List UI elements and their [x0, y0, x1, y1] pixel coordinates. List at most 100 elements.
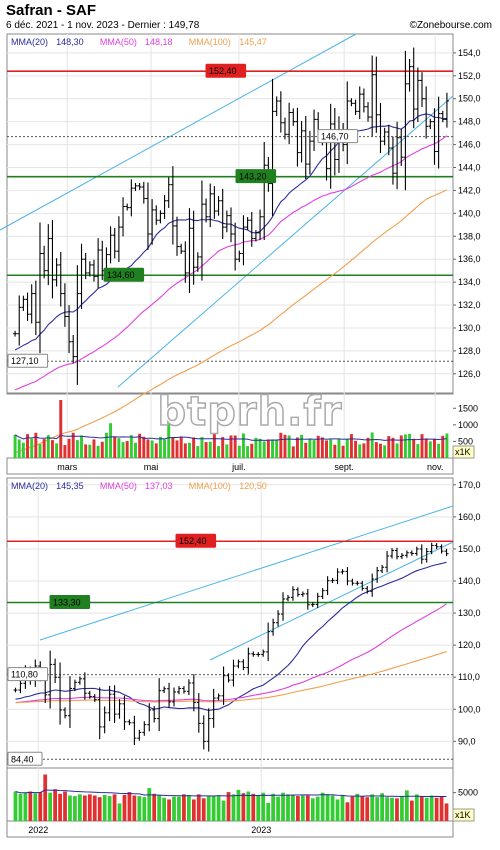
volume-bar — [261, 792, 266, 821]
volume-bar — [30, 438, 34, 458]
x-axis-band — [6, 820, 454, 838]
volume-bar — [355, 793, 360, 821]
level-label-support: 133,30 — [53, 597, 81, 607]
volume-bar — [92, 795, 97, 821]
volume-bar — [196, 446, 200, 458]
volume-bar — [405, 790, 409, 821]
level-label-box — [49, 594, 91, 609]
volume-bar — [75, 440, 79, 458]
volume-bar — [349, 434, 353, 458]
x-tick-label: sept. — [334, 462, 354, 472]
volume-bar — [246, 446, 250, 458]
volume-bar — [241, 433, 245, 458]
volume-bar — [316, 435, 320, 458]
level-label-resistance: 152,40 — [209, 66, 237, 76]
volume-bar — [354, 440, 358, 458]
plot-frame — [6, 33, 454, 395]
volume-unit-box — [452, 445, 475, 459]
volume-bar — [46, 435, 50, 458]
volume-bar — [132, 795, 137, 821]
volume-bar — [183, 443, 187, 458]
volume-bar — [88, 444, 92, 458]
level-label-box — [7, 667, 49, 682]
mma-line-20 — [15, 561, 447, 711]
volume-bar — [379, 443, 382, 458]
volume-bar — [395, 443, 399, 458]
volume-bar — [187, 794, 191, 821]
volume-bar — [325, 794, 330, 821]
legend-value-2: 148,18 — [145, 37, 173, 47]
volume-bar — [117, 803, 122, 821]
legend-label-2: MMA(50) — [100, 37, 137, 47]
volume-bar — [385, 797, 389, 821]
volume-bar — [73, 796, 77, 821]
volume-bar — [154, 443, 158, 458]
volume-bar — [18, 793, 23, 821]
volume-bar — [34, 432, 38, 458]
y-tick-label: 130,0 — [458, 608, 481, 618]
volume-bar — [387, 436, 391, 458]
volume-bar — [221, 800, 226, 821]
y-tick-label: 152,0 — [458, 71, 481, 81]
volume-bar — [296, 796, 300, 821]
volume-bar — [125, 441, 129, 458]
volume-bar — [310, 798, 315, 821]
volume-bar — [158, 436, 162, 458]
volume-bar — [84, 444, 88, 458]
level-label-dotted: 127,10 — [11, 356, 39, 366]
volume-bar — [312, 440, 316, 458]
volume-bar — [63, 791, 67, 821]
volume-bar — [345, 802, 350, 821]
volume-bar — [428, 441, 432, 458]
volume-bar — [266, 439, 270, 458]
volume-bar — [420, 434, 424, 458]
volume-bar — [429, 795, 434, 821]
volume-bar — [134, 442, 137, 458]
volume-bar — [200, 437, 204, 458]
y-tick-label: 120,0 — [458, 640, 481, 650]
volume-bar — [271, 793, 275, 821]
legend-value-3: 120,50 — [239, 481, 267, 491]
volume-bar — [370, 432, 374, 458]
volume-bar — [262, 441, 266, 458]
volume-bar — [67, 438, 71, 458]
volume-bar — [337, 438, 341, 458]
volume-bar — [150, 440, 154, 458]
volume-bar — [380, 793, 384, 821]
volume-bar — [400, 796, 404, 821]
volume-bar — [365, 797, 370, 821]
volume-bar — [92, 439, 96, 458]
volume-bar — [104, 432, 108, 458]
volume-bar — [43, 774, 48, 821]
volume-bar — [254, 437, 258, 458]
volume-bar — [291, 795, 295, 821]
volume-bar — [286, 794, 290, 821]
volume-bar — [424, 438, 428, 458]
mma-line-50 — [15, 603, 447, 704]
legend-label-3: MMA(100) — [189, 481, 231, 491]
volume-bar — [109, 423, 113, 458]
volume-bar — [204, 442, 208, 458]
x-tick-label: 2023 — [251, 825, 271, 835]
volume-bar — [171, 437, 175, 458]
y-tick-label: 148,0 — [458, 117, 481, 127]
volume-bar — [38, 792, 43, 821]
volume-bar — [53, 789, 57, 821]
level-label-box — [175, 533, 217, 548]
volume-bar — [437, 443, 441, 458]
volume-bar — [315, 796, 320, 821]
volume-bar — [112, 794, 117, 821]
y-tick-label: 136,0 — [458, 254, 481, 264]
volume-bar — [340, 795, 345, 821]
volume-bar — [179, 436, 183, 458]
y-tick-label: 90,0 — [458, 736, 476, 746]
volume-bar — [374, 442, 378, 458]
volume-bar — [375, 797, 380, 821]
volume-bar — [408, 433, 412, 458]
y-tick-label: 134,0 — [458, 277, 481, 287]
volume-bar — [71, 432, 75, 458]
volume-bar — [172, 796, 176, 821]
volume-bar — [416, 444, 420, 458]
volume-unit-label: x1K — [455, 810, 471, 820]
volume-bar — [59, 399, 63, 458]
